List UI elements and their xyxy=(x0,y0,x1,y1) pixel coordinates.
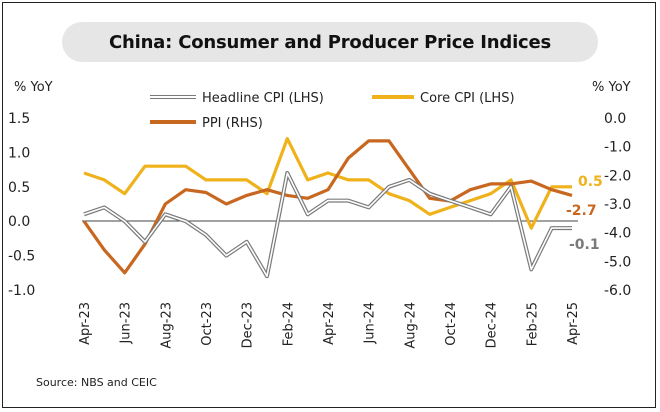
end-label-headline-cpi: -0.1 xyxy=(569,237,600,253)
right-tick-label: 0.0 xyxy=(604,111,626,127)
left-tick-label: 1.0 xyxy=(8,145,30,161)
end-label-core-cpi: 0.5 xyxy=(578,174,603,190)
legend-label-headline-cpi: Headline CPI (LHS) xyxy=(202,91,324,106)
right-tick-label: -3.0 xyxy=(604,197,631,213)
end-label-ppi: -2.7 xyxy=(566,203,597,219)
left-tick-label: -0.5 xyxy=(8,249,35,265)
left-axis: 1.5 1.0 0.5 0.0 -0.5 -1.0 xyxy=(8,111,35,299)
right-axis-unit: % YoY xyxy=(592,80,631,95)
left-tick-label: 0.0 xyxy=(8,214,30,230)
left-tick-label: 1.5 xyxy=(8,111,30,127)
left-tick-label: 0.5 xyxy=(8,180,30,196)
x-tick-label: Jun-23 xyxy=(119,302,134,345)
x-tick-label: Aug-24 xyxy=(403,302,418,349)
x-tick-label: Feb-24 xyxy=(281,302,296,346)
right-tick-label: -5.0 xyxy=(604,254,631,270)
x-tick-label: Jun-24 xyxy=(363,302,378,345)
chart-frame xyxy=(2,2,656,408)
x-tick-label: Apr-23 xyxy=(78,302,93,345)
legend-label-ppi: PPI (RHS) xyxy=(202,116,263,131)
right-axis: 0.0 -1.0 -2.0 -3.0 -4.0 -5.0 -6.0 xyxy=(604,111,631,299)
x-tick-label: Oct-24 xyxy=(444,302,459,346)
x-tick-label: Aug-23 xyxy=(159,302,174,349)
chart-title-pill: China: Consumer and Producer Price Indic… xyxy=(62,22,598,62)
x-axis: Apr-23 Jun-23 Aug-23 Oct-23 Dec-23 Feb-24 Apr-… xyxy=(78,302,581,349)
series-line-core-cpi xyxy=(83,137,572,230)
right-tick-label: -6.0 xyxy=(604,283,631,299)
x-tick-label: Apr-25 xyxy=(566,302,581,345)
left-tick-label: -1.0 xyxy=(8,283,35,299)
legend-label-core-cpi: Core CPI (LHS) xyxy=(420,91,515,106)
left-axis-unit: % YoY xyxy=(14,80,53,95)
x-tick-label: Apr-24 xyxy=(322,302,337,345)
end-labels: 0.5 -2.7 -0.1 xyxy=(566,174,603,253)
right-tick-label: -1.0 xyxy=(604,140,631,156)
chart-title: China: Consumer and Producer Price Indic… xyxy=(108,31,552,53)
right-tick-label: -4.0 xyxy=(604,226,631,242)
series-line-inner-headline-cpi xyxy=(83,172,572,278)
x-tick-label: Dec-24 xyxy=(485,302,500,348)
series-line-ppi xyxy=(82,139,573,275)
legend: Headline CPI (LHS) Core CPI (LHS) PPI (R… xyxy=(150,91,515,131)
series-layer xyxy=(82,137,573,279)
x-tick-label: Dec-23 xyxy=(241,302,256,348)
source-note: Source: NBS and CEIC xyxy=(36,376,157,389)
x-tick-label: Feb-25 xyxy=(525,302,540,346)
right-tick-label: -2.0 xyxy=(604,168,631,184)
x-tick-label: Oct-23 xyxy=(200,302,215,346)
